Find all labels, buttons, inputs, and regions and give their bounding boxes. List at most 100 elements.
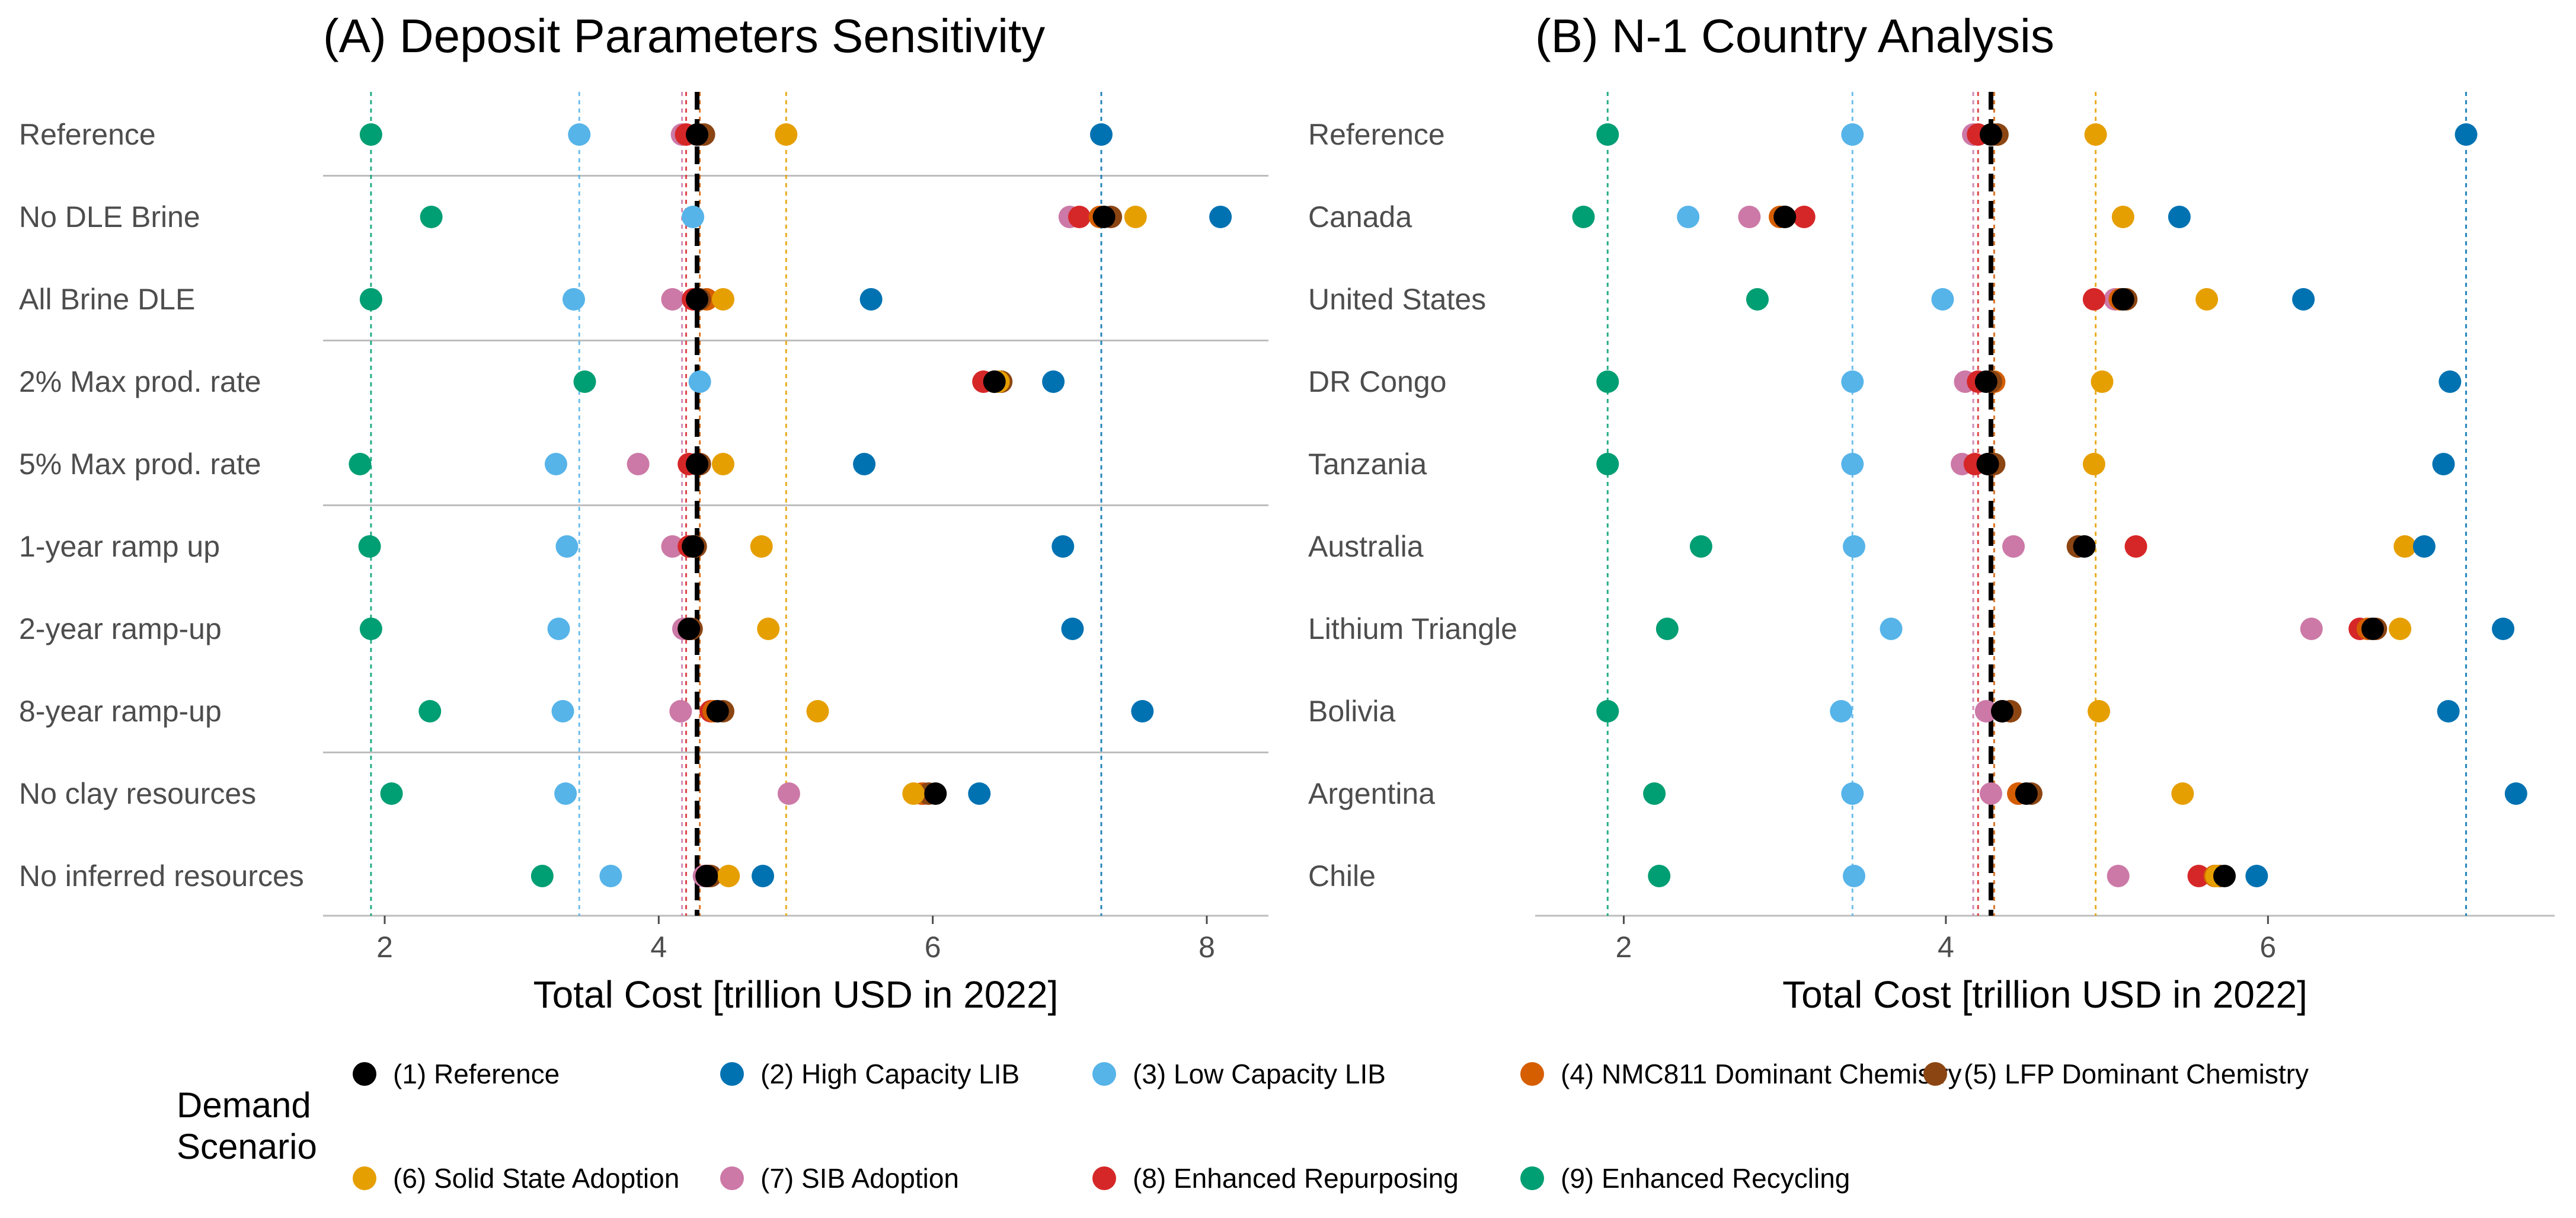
point-1-reference-reference bbox=[1979, 123, 2002, 146]
point-9-enhanced-recycling-united-states bbox=[1746, 288, 1769, 311]
x-tick-label: 6 bbox=[925, 931, 941, 964]
point-2-high-capacity-lib-reference bbox=[1089, 123, 1113, 146]
point-1-reference-all-brine-dle bbox=[686, 288, 709, 311]
y-label-reference: Reference bbox=[19, 118, 156, 151]
point-3-low-capacity-lib-argentina bbox=[1841, 782, 1864, 805]
point-7-sib-adoption-bolivia bbox=[1974, 700, 1997, 723]
point-9-enhanced-recycling-8-year-ramp-up bbox=[418, 700, 442, 723]
legend-marker-6-solid-state-adoption bbox=[353, 1166, 376, 1190]
point-2-high-capacity-lib-2-max-prod-rate bbox=[1042, 370, 1065, 393]
point-1-reference-argentina bbox=[2015, 782, 2038, 805]
point-2-high-capacity-lib-2-year-ramp-up bbox=[1061, 618, 1084, 640]
point-6-solid-state-adoption-no-clay-resources bbox=[902, 782, 925, 805]
point-7-sib-adoption-argentina bbox=[1979, 782, 2002, 805]
point-3-low-capacity-lib-5-max-prod-rate bbox=[544, 453, 567, 475]
point-2-high-capacity-lib-all-brine-dle bbox=[859, 288, 883, 311]
point-3-low-capacity-lib-2-max-prod-rate bbox=[688, 370, 711, 393]
point-1-reference-1-year-ramp-up bbox=[682, 535, 705, 558]
point-1-reference-no-dle-brine bbox=[1092, 206, 1116, 228]
y-label-dr-congo: DR Congo bbox=[1308, 365, 1446, 398]
point-1-reference-8-year-ramp-up bbox=[706, 700, 729, 723]
point-2-high-capacity-lib-reference bbox=[2454, 123, 2478, 146]
y-label-8-year-ramp-up: 8-year ramp-up bbox=[19, 695, 222, 728]
point-9-enhanced-recycling-all-brine-dle bbox=[359, 288, 382, 311]
y-label-reference: Reference bbox=[1308, 118, 1445, 151]
point-3-low-capacity-lib-australia bbox=[1843, 535, 1866, 558]
legend-label-4-nmc811-dominant-chemistry: (4) NMC811 Dominant Chemistry bbox=[1561, 1059, 1962, 1089]
point-8-enhanced-repurposing-canada bbox=[1792, 206, 1816, 228]
point-6-solid-state-adoption-no-inferred-resources bbox=[717, 865, 740, 887]
point-2-high-capacity-lib-australia bbox=[2412, 535, 2436, 558]
point-6-solid-state-adoption-all-brine-dle bbox=[711, 288, 734, 311]
legend-title: Scenario bbox=[177, 1127, 317, 1166]
point-3-low-capacity-lib-no-dle-brine bbox=[682, 206, 705, 228]
legend-label-8-enhanced-repurposing: (8) Enhanced Repurposing bbox=[1133, 1163, 1459, 1194]
x-tick-label: 4 bbox=[650, 931, 667, 964]
y-label-all-brine-dle: All Brine DLE bbox=[19, 283, 195, 316]
y-label-chile: Chile bbox=[1308, 859, 1376, 893]
point-2-high-capacity-lib-united-states bbox=[2292, 288, 2315, 311]
point-9-enhanced-recycling-no-clay-resources bbox=[380, 782, 403, 805]
point-6-solid-state-adoption-reference bbox=[775, 123, 798, 146]
point-2-high-capacity-lib-canada bbox=[2168, 206, 2191, 228]
legend-label-6-solid-state-adoption: (6) Solid State Adoption bbox=[393, 1163, 679, 1194]
point-3-low-capacity-lib-no-clay-resources bbox=[554, 782, 577, 805]
panel-a: (A) Deposit Parameters Sensitivity Refere… bbox=[19, 9, 1268, 1016]
point-1-reference-reference bbox=[686, 123, 709, 146]
point-3-low-capacity-lib-no-inferred-resources bbox=[599, 865, 622, 887]
point-7-sib-adoption-chile bbox=[2107, 865, 2130, 887]
point-7-sib-adoption-all-brine-dle bbox=[661, 288, 684, 311]
point-3-low-capacity-lib-tanzania bbox=[1841, 453, 1864, 475]
point-1-reference-2-max-prod-rate bbox=[983, 370, 1006, 393]
point-2-high-capacity-lib-tanzania bbox=[2432, 453, 2455, 475]
point-9-enhanced-recycling-dr-congo bbox=[1596, 370, 1619, 393]
point-2-high-capacity-lib-no-clay-resources bbox=[968, 782, 991, 805]
point-6-solid-state-adoption-reference bbox=[2084, 123, 2107, 146]
point-3-low-capacity-lib-1-year-ramp-up bbox=[555, 535, 579, 558]
point-9-enhanced-recycling-australia bbox=[1689, 535, 1712, 558]
point-9-enhanced-recycling-no-inferred-resources bbox=[530, 865, 554, 887]
y-label-bolivia: Bolivia bbox=[1308, 695, 1395, 728]
legend-label-2-high-capacity-lib: (2) High Capacity LIB bbox=[760, 1059, 1019, 1089]
legend-label-1-reference: (1) Reference bbox=[393, 1059, 560, 1089]
point-9-enhanced-recycling-reference bbox=[1596, 123, 1619, 146]
point-7-sib-adoption-australia bbox=[2002, 535, 2025, 558]
point-3-low-capacity-lib-bolivia bbox=[1830, 700, 1853, 723]
point-9-enhanced-recycling-no-dle-brine bbox=[420, 206, 443, 228]
point-6-solid-state-adoption-no-dle-brine bbox=[1124, 206, 1147, 228]
point-9-enhanced-recycling-2-year-ramp-up bbox=[359, 618, 382, 640]
y-label-argentina: Argentina bbox=[1308, 777, 1435, 810]
point-6-solid-state-adoption-united-states bbox=[2195, 288, 2219, 311]
point-7-sib-adoption-canada bbox=[1738, 206, 1761, 228]
point-6-solid-state-adoption-5-max-prod-rate bbox=[711, 453, 734, 475]
point-6-solid-state-adoption-8-year-ramp-up bbox=[806, 700, 829, 723]
point-3-low-capacity-lib-reference bbox=[568, 123, 591, 146]
point-2-high-capacity-lib-chile bbox=[2245, 865, 2268, 887]
y-label-2-max-prod-rate: 2% Max prod. rate bbox=[19, 365, 261, 398]
panel-b: (B) N-1 Country Analysis Reference Canada U… bbox=[1308, 9, 2555, 1016]
y-label-lithium-triangle: Lithium Triangle bbox=[1308, 612, 1517, 645]
x-tick-label: 4 bbox=[1938, 931, 1954, 964]
point-9-enhanced-recycling-canada bbox=[1572, 206, 1595, 228]
point-9-enhanced-recycling-lithium-triangle bbox=[1655, 618, 1679, 640]
point-1-reference-5-max-prod-rate bbox=[686, 453, 709, 475]
legend-marker-9-enhanced-recycling bbox=[1520, 1166, 1544, 1190]
legend-marker-2-high-capacity-lib bbox=[720, 1062, 744, 1086]
x-tick-label: 2 bbox=[376, 931, 393, 964]
legend-label-5-lfp-dominant-chemistry: (5) LFP Dominant Chemistry bbox=[1964, 1059, 2309, 1089]
point-3-low-capacity-lib-all-brine-dle bbox=[562, 288, 586, 311]
y-label-no-dle-brine: No DLE Brine bbox=[19, 200, 200, 234]
point-9-enhanced-recycling-2-max-prod-rate bbox=[573, 370, 596, 393]
point-6-solid-state-adoption-canada bbox=[2111, 206, 2134, 228]
point-1-reference-no-clay-resources bbox=[924, 782, 947, 805]
y-label-1-year-ramp-up: 1-year ramp up bbox=[19, 530, 220, 563]
point-2-high-capacity-lib-8-year-ramp-up bbox=[1131, 700, 1154, 723]
point-2-high-capacity-lib-argentina bbox=[2504, 782, 2527, 805]
y-label-united-states: United States bbox=[1308, 283, 1486, 316]
point-1-reference-2-year-ramp-up bbox=[677, 618, 701, 640]
legend-marker-7-sib-adoption bbox=[720, 1166, 744, 1190]
point-7-sib-adoption-lithium-triangle bbox=[2300, 618, 2323, 640]
legend-marker-4-nmc811-dominant-chemistry bbox=[1520, 1062, 1544, 1086]
x-tick-label: 2 bbox=[1616, 931, 1632, 964]
